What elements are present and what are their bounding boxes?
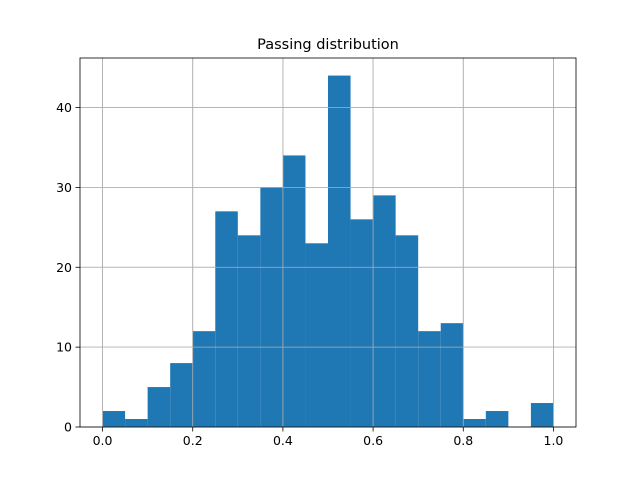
histogram-bar — [147, 387, 171, 427]
histogram-bar — [530, 403, 554, 427]
y-tick-label: 40 — [56, 100, 72, 115]
x-tick-label: 1.0 — [544, 433, 564, 448]
histogram-bar — [395, 235, 419, 427]
histogram-bar — [125, 419, 148, 427]
histogram-bar — [440, 323, 464, 427]
x-tick-label: 0.8 — [453, 433, 473, 448]
histogram-bar — [215, 211, 238, 427]
y-tick-label: 0 — [64, 420, 72, 435]
x-tick-label: 0.4 — [273, 433, 293, 448]
histogram-bar — [260, 187, 283, 427]
y-axis: 0 10 20 30 40 — [56, 100, 80, 435]
histogram-bar — [102, 411, 126, 427]
y-tick-label: 30 — [56, 180, 72, 195]
histogram-bar — [350, 219, 374, 427]
histogram-bar — [237, 235, 261, 427]
histogram-bar — [418, 331, 441, 427]
axes-frame — [79, 57, 577, 428]
x-tick-label: 0.0 — [93, 433, 113, 448]
plot-frame — [79, 57, 577, 428]
histogram-bars — [102, 75, 554, 428]
histogram-bar — [463, 419, 486, 427]
x-axis: 0.0 0.2 0.4 0.6 0.8 1.0 — [93, 427, 564, 448]
histogram-bar — [170, 363, 193, 427]
x-tick-label: 0.2 — [183, 433, 203, 448]
histogram-bar — [282, 155, 306, 427]
histogram-bar — [305, 243, 328, 427]
y-tick-label: 10 — [56, 340, 72, 355]
histogram-bar — [485, 411, 509, 427]
histogram-bar — [192, 331, 216, 427]
x-tick-label: 0.6 — [363, 433, 383, 448]
histogram-bar — [328, 75, 351, 428]
chart-title: Passing distribution — [257, 37, 399, 53]
histogram-bar — [373, 195, 396, 427]
y-tick-label: 20 — [56, 260, 72, 275]
